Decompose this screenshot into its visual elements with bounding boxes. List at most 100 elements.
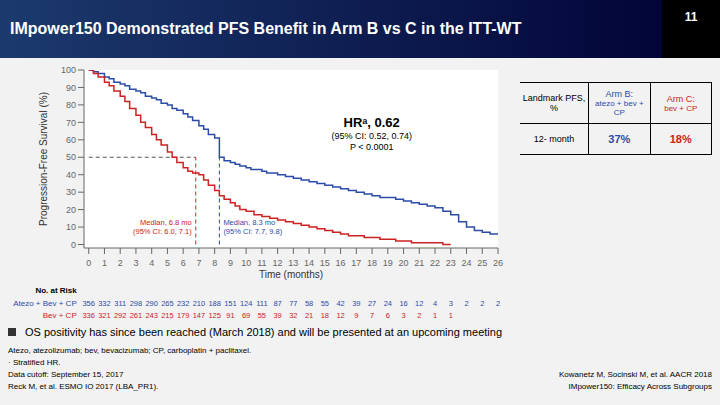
svg-text:124: 124 bbox=[240, 299, 253, 308]
svg-text:2: 2 bbox=[480, 299, 484, 308]
svg-text:111: 111 bbox=[256, 299, 267, 308]
svg-text:243: 243 bbox=[145, 311, 158, 320]
svg-text:39: 39 bbox=[352, 299, 360, 308]
svg-text:24: 24 bbox=[384, 299, 392, 308]
svg-text:69: 69 bbox=[242, 311, 250, 320]
svg-text:18: 18 bbox=[367, 258, 377, 268]
svg-text:16: 16 bbox=[336, 258, 346, 268]
svg-text:32: 32 bbox=[289, 311, 297, 320]
svg-text:100: 100 bbox=[61, 65, 76, 75]
svg-text:77: 77 bbox=[289, 299, 297, 308]
svg-text:40: 40 bbox=[66, 170, 76, 180]
svg-text:24: 24 bbox=[462, 258, 472, 268]
html-text:IMpower150 Demonstrated PFS Be: IMpower150 Demonstrated PFS Benefit in A… bbox=[10, 20, 522, 37]
svg-text:232: 232 bbox=[177, 299, 190, 308]
svg-text:27: 27 bbox=[368, 299, 376, 308]
svg-text:147: 147 bbox=[193, 311, 206, 320]
svg-text:188: 188 bbox=[208, 299, 221, 308]
svg-text:3: 3 bbox=[449, 299, 453, 308]
svg-text:215: 215 bbox=[161, 311, 174, 320]
svg-text:179: 179 bbox=[177, 311, 190, 320]
svg-text:20: 20 bbox=[399, 258, 409, 268]
svg-text:7: 7 bbox=[196, 258, 201, 268]
svg-text:39: 39 bbox=[273, 311, 281, 320]
svg-text:70: 70 bbox=[66, 118, 76, 128]
svg-text:87: 87 bbox=[273, 299, 281, 308]
svg-text:21: 21 bbox=[305, 311, 313, 320]
svg-text:210: 210 bbox=[193, 299, 206, 308]
svg-text:12: 12 bbox=[415, 299, 423, 308]
svg-text:14: 14 bbox=[304, 258, 314, 268]
svg-text:6: 6 bbox=[181, 258, 186, 268]
svg-text:0: 0 bbox=[71, 240, 76, 250]
svg-text:3: 3 bbox=[133, 258, 138, 268]
html-text:atezo + bev + CP: atezo + bev + CP bbox=[595, 99, 644, 117]
svg-text:3: 3 bbox=[401, 311, 405, 320]
svg-text:311: 311 bbox=[114, 299, 126, 308]
svg-text:2: 2 bbox=[118, 258, 123, 268]
svg-text:23: 23 bbox=[446, 258, 456, 268]
svg-text:4: 4 bbox=[433, 299, 437, 308]
svg-text:9: 9 bbox=[228, 258, 233, 268]
svg-text:91: 91 bbox=[226, 311, 234, 320]
svg-text:16: 16 bbox=[399, 299, 407, 308]
svg-text:90: 90 bbox=[66, 83, 76, 93]
svg-text:60: 60 bbox=[66, 135, 76, 145]
svg-text:No. at Risk: No. at Risk bbox=[35, 286, 77, 295]
svg-text:6: 6 bbox=[386, 311, 390, 320]
svg-text:2: 2 bbox=[464, 299, 468, 308]
svg-text:10: 10 bbox=[66, 222, 76, 232]
svg-text:7: 7 bbox=[370, 311, 374, 320]
svg-text:22: 22 bbox=[430, 258, 440, 268]
svg-text:25: 25 bbox=[477, 258, 487, 268]
svg-text:261: 261 bbox=[130, 311, 143, 320]
svg-text:12: 12 bbox=[336, 311, 344, 320]
svg-text:Bev + CP: Bev + CP bbox=[43, 311, 77, 320]
svg-text:321: 321 bbox=[98, 311, 111, 320]
svg-text:13: 13 bbox=[288, 258, 298, 268]
svg-text:58: 58 bbox=[305, 299, 313, 308]
svg-text:Median, 8.3 mo(95% CI: 7.7, 9.: Median, 8.3 mo(95% CI: 7.7, 9.8) bbox=[223, 218, 282, 236]
svg-text:55: 55 bbox=[258, 311, 266, 320]
svg-text:21: 21 bbox=[414, 258, 424, 268]
svg-text:19: 19 bbox=[383, 258, 393, 268]
svg-text:50: 50 bbox=[66, 152, 76, 162]
svg-text:336: 336 bbox=[82, 311, 95, 320]
svg-text:11: 11 bbox=[257, 258, 266, 268]
svg-text:80: 80 bbox=[66, 100, 76, 110]
svg-text:17: 17 bbox=[351, 258, 361, 268]
svg-text:8: 8 bbox=[212, 258, 217, 268]
svg-text:1: 1 bbox=[433, 311, 437, 320]
svg-text:Atezo + Bev + CP: Atezo + Bev + CP bbox=[13, 299, 77, 308]
svg-text:12: 12 bbox=[273, 258, 283, 268]
svg-text:26: 26 bbox=[493, 258, 503, 268]
svg-text:18: 18 bbox=[321, 311, 329, 320]
svg-text:5: 5 bbox=[165, 258, 170, 268]
html-text:Landmark PFS, %: Landmark PFS, % bbox=[522, 93, 586, 113]
svg-text:20: 20 bbox=[66, 205, 76, 215]
svg-text:15: 15 bbox=[320, 258, 330, 268]
svg-text:0: 0 bbox=[86, 258, 91, 268]
html-text:11: 11 bbox=[684, 10, 698, 24]
svg-text:2: 2 bbox=[496, 299, 500, 308]
svg-text:Progression-Free Survival (%): Progression-Free Survival (%) bbox=[38, 92, 49, 226]
svg-text:332: 332 bbox=[98, 299, 111, 308]
svg-text:356: 356 bbox=[82, 299, 95, 308]
svg-text:290: 290 bbox=[145, 299, 158, 308]
svg-text:4: 4 bbox=[149, 258, 154, 268]
svg-text:151: 151 bbox=[224, 299, 237, 308]
svg-text:2: 2 bbox=[417, 311, 421, 320]
svg-text:55: 55 bbox=[321, 299, 329, 308]
svg-text:42: 42 bbox=[336, 299, 344, 308]
svg-text:1: 1 bbox=[449, 311, 453, 320]
svg-text:9: 9 bbox=[354, 311, 358, 320]
html-text:HRᵃ, 0.62: HRᵃ, 0.62 bbox=[343, 114, 400, 130]
svg-text:Median, 6.8 mo(95% CI: 6.0, 7.: Median, 6.8 mo(95% CI: 6.0, 7.1) bbox=[133, 218, 192, 236]
svg-text:125: 125 bbox=[208, 311, 221, 320]
svg-text:265: 265 bbox=[161, 299, 174, 308]
svg-text:292: 292 bbox=[114, 311, 127, 320]
svg-text:298: 298 bbox=[130, 299, 143, 308]
svg-text:1: 1 bbox=[102, 258, 107, 268]
svg-text:30: 30 bbox=[66, 187, 76, 197]
svg-text:10: 10 bbox=[241, 258, 251, 268]
